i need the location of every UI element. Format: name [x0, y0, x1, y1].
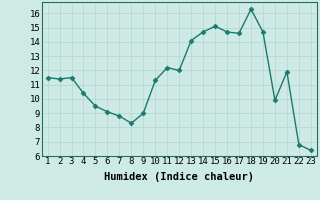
X-axis label: Humidex (Indice chaleur): Humidex (Indice chaleur)	[104, 172, 254, 182]
